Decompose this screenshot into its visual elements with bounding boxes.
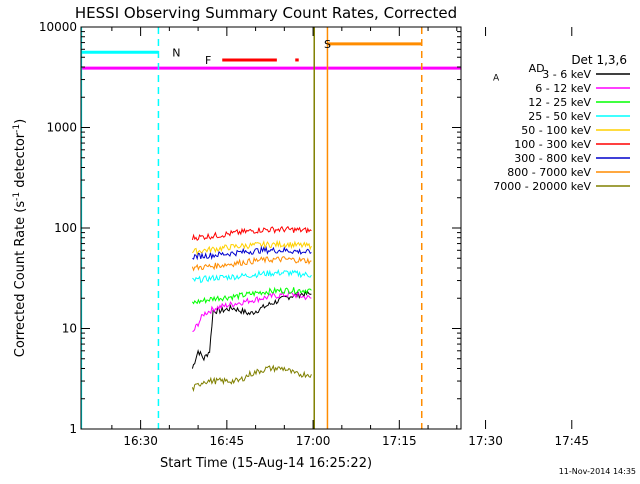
flag-label-ad: AD [529, 62, 545, 75]
y-tick-label: 100 [54, 221, 77, 235]
flag-label-n: N [172, 46, 180, 59]
y-tick-label: 10 [62, 322, 77, 336]
series-line-6 [192, 245, 312, 261]
chart-title: HESSI Observing Summary Count Rates, Cor… [75, 4, 457, 22]
series-line-1 [555, 291, 577, 303]
series-line-5 [555, 221, 577, 227]
x-tick-label: 16:30 [123, 434, 158, 448]
series-line-1 [192, 290, 312, 332]
series-line-6 [555, 230, 577, 236]
series-line-5 [463, 222, 551, 228]
series-line-7 [555, 242, 577, 247]
y-tick-label: 1 [69, 422, 77, 436]
legend-label: 25 - 50 keV [528, 110, 591, 123]
x-tick-label: 17:45 [554, 434, 589, 448]
x-tick-label: 16:45 [210, 434, 245, 448]
x-tick-label: 17:15 [382, 434, 417, 448]
series-line-0 [555, 370, 577, 381]
x-tick-label: 17:00 [296, 434, 331, 448]
series-line-3 [555, 268, 577, 274]
series-line-4 [555, 241, 577, 246]
y-axis-label: Corrected Count Rate (s-1 detector-1) [12, 119, 28, 357]
series-line-2 [191, 286, 312, 305]
series-line-3 [463, 235, 551, 274]
x-tick-label: 17:30 [468, 434, 503, 448]
series-line-4 [463, 235, 551, 246]
y-tick-label: 10000 [39, 20, 77, 34]
series-line-2 [555, 285, 577, 291]
flag-label-f: F [205, 54, 211, 67]
legend-label: 7000 - 20000 keV [493, 180, 591, 193]
legend-label: 100 - 300 keV [514, 138, 591, 151]
series-line-3 [192, 268, 312, 284]
legend-label: 300 - 800 keV [514, 152, 591, 165]
legend-label: 800 - 7000 keV [507, 166, 591, 179]
legend-label: 3 - 6 keV [542, 68, 591, 81]
series-line-4 [192, 239, 312, 256]
series-line-7 [191, 256, 312, 272]
series-line-0 [191, 289, 312, 369]
x-axis-label: Start Time (15-Aug-14 16:25:22) [160, 456, 372, 471]
legend-label: 12 - 25 keV [528, 96, 591, 109]
series-line-7 [463, 241, 551, 247]
legend-label: 50 - 100 keV [521, 124, 591, 137]
legend-title: Det 1,3,6 [571, 53, 627, 67]
series-line-6 [463, 227, 551, 235]
series-line-8 [191, 364, 312, 393]
legend-label: 6 - 12 keV [535, 82, 591, 95]
y-tick-label: 1000 [46, 121, 77, 135]
series-line-5 [191, 225, 312, 242]
series-line-8 [555, 374, 577, 382]
flag-label-s: S [324, 38, 331, 51]
flag-label-extra: A [493, 74, 500, 84]
footer-date: 11-Nov-2014 14:35 [559, 467, 636, 476]
